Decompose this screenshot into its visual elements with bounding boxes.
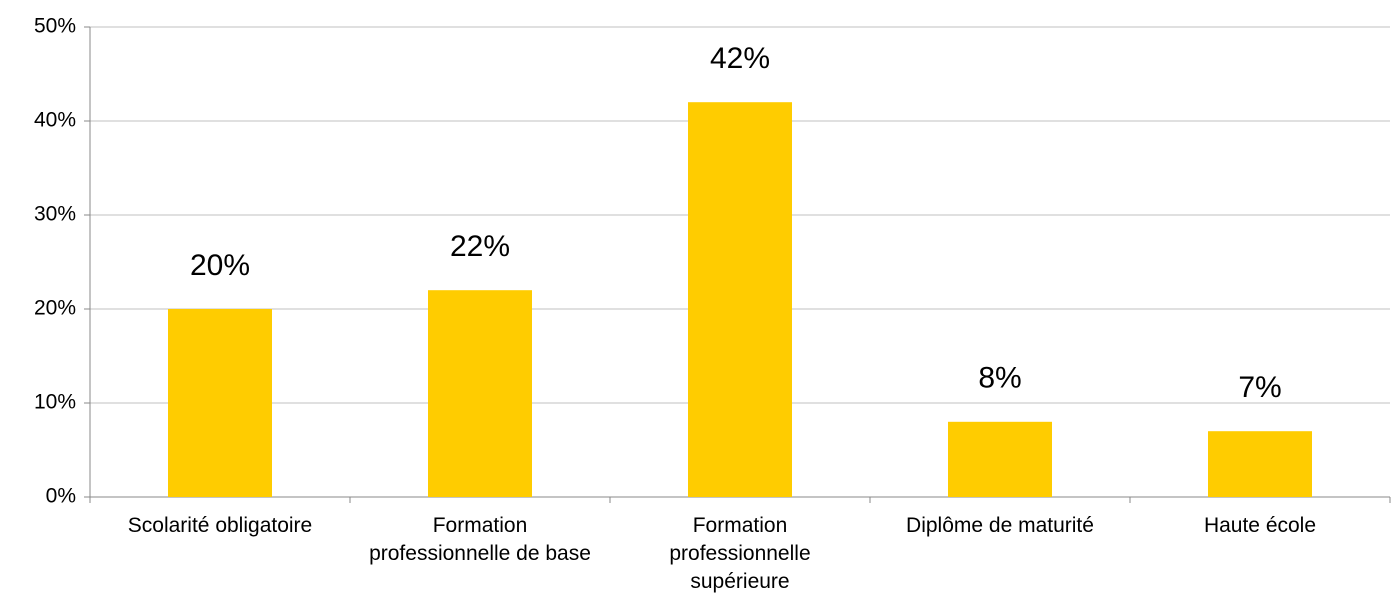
data-label: 22% (450, 230, 510, 263)
x-tick-label: Haute école (1203, 514, 1317, 537)
y-tick-label: 50% (34, 15, 76, 38)
bar (1208, 431, 1312, 497)
x-tick-label: Scolarité obligatoire (127, 514, 313, 537)
y-tick-label: 20% (34, 297, 76, 320)
bar (428, 290, 532, 497)
y-tick-label: 40% (34, 109, 76, 132)
x-tick-label: Diplôme de maturité (906, 514, 1094, 537)
data-label: 42% (710, 42, 770, 75)
data-label: 7% (1238, 371, 1281, 404)
data-label: 8% (978, 362, 1021, 395)
y-tick-label: 0% (46, 485, 76, 508)
x-tick-label: Formation professionnelle supérieure (669, 514, 811, 593)
bar (688, 102, 792, 497)
bar (948, 421, 1052, 497)
bar (168, 309, 272, 497)
y-tick-label: 30% (34, 203, 76, 226)
y-tick-label: 10% (34, 391, 76, 414)
x-tick-label: Formation professionnelle de base (369, 514, 591, 565)
data-label: 20% (190, 249, 250, 282)
